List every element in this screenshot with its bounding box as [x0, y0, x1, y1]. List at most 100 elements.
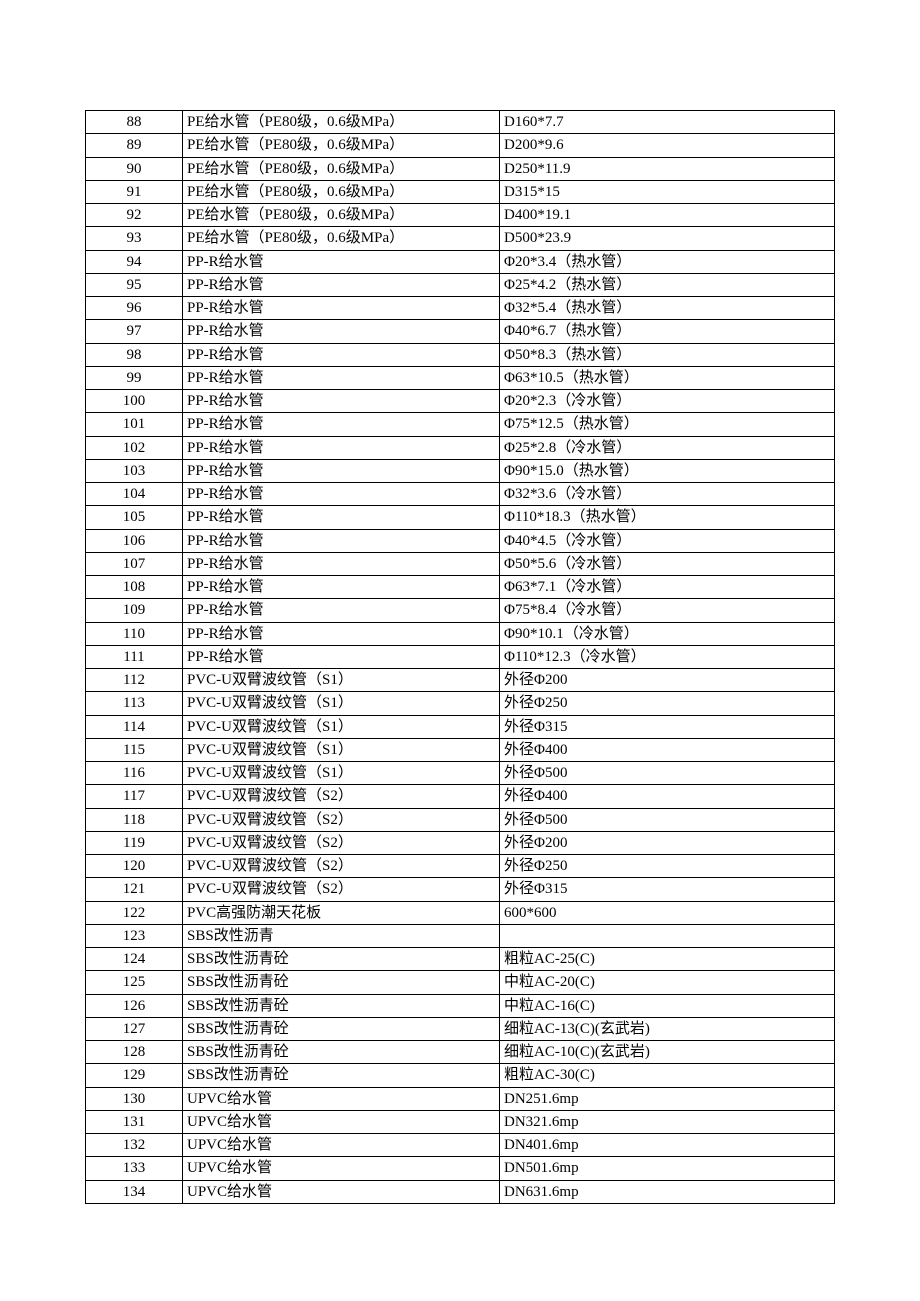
row-index-cell: 90	[86, 157, 183, 180]
table-row: 133UPVC给水管DN501.6mp	[86, 1157, 835, 1180]
product-name-cell: PE给水管（PE80级，0.6级MPa）	[183, 180, 500, 203]
table-row: 126SBS改性沥青砼中粒AC-16(C)	[86, 994, 835, 1017]
table-row: 134UPVC给水管DN631.6mp	[86, 1180, 835, 1203]
specification-cell: DN321.6mp	[500, 1110, 835, 1133]
table-row: 109PP-R给水管Φ75*8.4（冷水管）	[86, 599, 835, 622]
product-name-cell: PP-R给水管	[183, 576, 500, 599]
specification-cell: 外径Φ400	[500, 785, 835, 808]
specification-cell: Φ63*7.1（冷水管）	[500, 576, 835, 599]
product-name-cell: SBS改性沥青	[183, 924, 500, 947]
row-index-cell: 94	[86, 250, 183, 273]
specification-cell: D250*11.9	[500, 157, 835, 180]
product-name-cell: UPVC给水管	[183, 1087, 500, 1110]
specification-cell: Φ25*2.8（冷水管）	[500, 436, 835, 459]
document-page: 88PE给水管（PE80级，0.6级MPa）D160*7.789PE给水管（PE…	[0, 0, 920, 1204]
row-index-cell: 89	[86, 134, 183, 157]
table-row: 110PP-R给水管Φ90*10.1（冷水管）	[86, 622, 835, 645]
product-name-cell: PVC-U双臂波纹管（S1）	[183, 715, 500, 738]
row-index-cell: 104	[86, 483, 183, 506]
table-row: 131UPVC给水管DN321.6mp	[86, 1110, 835, 1133]
specification-cell: Φ50*8.3（热水管）	[500, 343, 835, 366]
table-row: 93PE给水管（PE80级，0.6级MPa）D500*23.9	[86, 227, 835, 250]
specification-cell: 外径Φ500	[500, 762, 835, 785]
product-name-cell: UPVC给水管	[183, 1134, 500, 1157]
product-name-cell: UPVC给水管	[183, 1180, 500, 1203]
table-row: 106PP-R给水管Φ40*4.5（冷水管）	[86, 529, 835, 552]
product-name-cell: PP-R给水管	[183, 273, 500, 296]
row-index-cell: 116	[86, 762, 183, 785]
table-row: 112PVC-U双臂波纹管（S1）外径Φ200	[86, 669, 835, 692]
product-name-cell: PE给水管（PE80级，0.6级MPa）	[183, 227, 500, 250]
specification-cell: 粗粒AC-30(C)	[500, 1064, 835, 1087]
product-name-cell: PVC-U双臂波纹管（S1）	[183, 669, 500, 692]
product-name-cell: SBS改性沥青砼	[183, 1041, 500, 1064]
specification-cell: Φ90*10.1（冷水管）	[500, 622, 835, 645]
table-row: 98PP-R给水管Φ50*8.3（热水管）	[86, 343, 835, 366]
product-name-cell: UPVC给水管	[183, 1157, 500, 1180]
table-row: 92PE给水管（PE80级，0.6级MPa）D400*19.1	[86, 204, 835, 227]
product-name-cell: PVC-U双臂波纹管（S1）	[183, 692, 500, 715]
specification-cell: DN251.6mp	[500, 1087, 835, 1110]
product-name-cell: PP-R给水管	[183, 552, 500, 575]
product-name-cell: PP-R给水管	[183, 250, 500, 273]
product-name-cell: SBS改性沥青砼	[183, 1064, 500, 1087]
row-index-cell: 101	[86, 413, 183, 436]
specification-cell: Φ50*5.6（冷水管）	[500, 552, 835, 575]
table-row: 108PP-R给水管Φ63*7.1（冷水管）	[86, 576, 835, 599]
table-row: 95PP-R给水管Φ25*4.2（热水管）	[86, 273, 835, 296]
table-row: 129SBS改性沥青砼粗粒AC-30(C)	[86, 1064, 835, 1087]
specification-cell: 外径Φ315	[500, 715, 835, 738]
table-row: 118PVC-U双臂波纹管（S2）外径Φ500	[86, 808, 835, 831]
product-name-cell: PP-R给水管	[183, 645, 500, 668]
table-row: 132UPVC给水管DN401.6mp	[86, 1134, 835, 1157]
table-row: 121PVC-U双臂波纹管（S2）外径Φ315	[86, 878, 835, 901]
table-row: 101PP-R给水管Φ75*12.5（热水管）	[86, 413, 835, 436]
specification-cell	[500, 924, 835, 947]
table-row: 96PP-R给水管Φ32*5.4（热水管）	[86, 297, 835, 320]
table-row: 128SBS改性沥青砼细粒AC-10(C)(玄武岩)	[86, 1041, 835, 1064]
row-index-cell: 119	[86, 831, 183, 854]
table-row: 103PP-R给水管Φ90*15.0（热水管）	[86, 459, 835, 482]
product-name-cell: UPVC给水管	[183, 1110, 500, 1133]
row-index-cell: 96	[86, 297, 183, 320]
table-row: 113PVC-U双臂波纹管（S1）外径Φ250	[86, 692, 835, 715]
product-name-cell: PVC-U双臂波纹管（S2）	[183, 831, 500, 854]
specification-cell: 600*600	[500, 901, 835, 924]
row-index-cell: 129	[86, 1064, 183, 1087]
row-index-cell: 97	[86, 320, 183, 343]
specification-cell: Φ32*3.6（冷水管）	[500, 483, 835, 506]
specification-cell: D500*23.9	[500, 227, 835, 250]
row-index-cell: 120	[86, 855, 183, 878]
specification-cell: Φ25*4.2（热水管）	[500, 273, 835, 296]
row-index-cell: 110	[86, 622, 183, 645]
product-name-cell: PP-R给水管	[183, 483, 500, 506]
row-index-cell: 92	[86, 204, 183, 227]
product-name-cell: PVC-U双臂波纹管（S2）	[183, 855, 500, 878]
specification-cell: 外径Φ400	[500, 738, 835, 761]
product-name-cell: PP-R给水管	[183, 390, 500, 413]
row-index-cell: 133	[86, 1157, 183, 1180]
table-row: 90PE给水管（PE80级，0.6级MPa）D250*11.9	[86, 157, 835, 180]
product-name-cell: SBS改性沥青砼	[183, 1017, 500, 1040]
table-row: 105PP-R给水管Φ110*18.3（热水管）	[86, 506, 835, 529]
table-row: 99PP-R给水管Φ63*10.5（热水管）	[86, 366, 835, 389]
specification-cell: D315*15	[500, 180, 835, 203]
specification-cell: D400*19.1	[500, 204, 835, 227]
row-index-cell: 114	[86, 715, 183, 738]
row-index-cell: 123	[86, 924, 183, 947]
product-name-cell: PP-R给水管	[183, 436, 500, 459]
product-name-cell: PVC-U双臂波纹管（S2）	[183, 785, 500, 808]
table-row: 111PP-R给水管Φ110*12.3（冷水管）	[86, 645, 835, 668]
specification-cell: DN501.6mp	[500, 1157, 835, 1180]
row-index-cell: 122	[86, 901, 183, 924]
row-index-cell: 93	[86, 227, 183, 250]
table-row: 123SBS改性沥青	[86, 924, 835, 947]
row-index-cell: 112	[86, 669, 183, 692]
table-row: 104PP-R给水管Φ32*3.6（冷水管）	[86, 483, 835, 506]
product-name-cell: SBS改性沥青砼	[183, 948, 500, 971]
table-row: 119PVC-U双臂波纹管（S2）外径Φ200	[86, 831, 835, 854]
row-index-cell: 100	[86, 390, 183, 413]
table-row: 120PVC-U双臂波纹管（S2）外径Φ250	[86, 855, 835, 878]
row-index-cell: 99	[86, 366, 183, 389]
table-row: 117PVC-U双臂波纹管（S2）外径Φ400	[86, 785, 835, 808]
